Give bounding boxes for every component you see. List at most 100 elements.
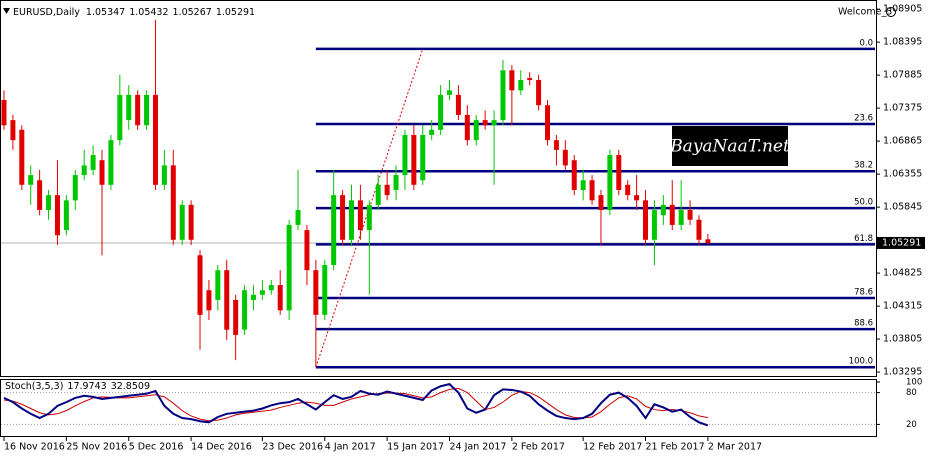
candle-body	[224, 270, 230, 330]
candle-body	[188, 204, 194, 240]
x-tick-label: 14 Dec 2016	[191, 442, 252, 453]
corner-label: Welcome_3	[838, 7, 892, 18]
candle-body	[170, 165, 176, 240]
candle-body	[135, 94, 141, 126]
candle-body	[126, 94, 132, 121]
candle-body	[108, 140, 114, 185]
indicator-label: Stoch(3,5,3) 17.9743 32.8509	[5, 381, 150, 392]
y-tick-label: 1.04315	[883, 301, 922, 312]
candle-body	[340, 195, 346, 240]
candle-body	[99, 160, 105, 185]
candle-body	[491, 120, 497, 126]
stoch-pane-frame	[0, 379, 877, 437]
candle-body	[90, 155, 96, 170]
symbol-menu-icon	[3, 8, 10, 14]
candle-body	[634, 195, 640, 201]
candle-body	[696, 219, 702, 240]
candle-body	[678, 210, 684, 225]
candle-body	[580, 180, 586, 190]
watermark: BayaNaaT.net	[669, 137, 790, 157]
candle-body	[518, 79, 524, 91]
fib-label: 23.6	[854, 113, 873, 123]
candle-body	[473, 120, 479, 141]
x-tick-label: 2 Feb 2017	[512, 442, 565, 453]
candle-body	[259, 290, 265, 295]
y-tick-label: 1.07885	[883, 70, 922, 81]
x-tick-label: 24 Jan 2017	[450, 442, 507, 453]
candle-body	[28, 175, 34, 185]
y-tick-label: 1.07375	[883, 103, 922, 114]
y-tick-label: 1.03805	[883, 334, 922, 345]
candle-body	[72, 175, 78, 201]
candle-body	[313, 270, 319, 315]
candle-body	[54, 195, 60, 236]
last-price-label: 1.05291	[882, 237, 921, 248]
y-tick-label: 1.06865	[883, 136, 922, 147]
candle-body	[607, 155, 613, 211]
candle-body	[19, 129, 25, 185]
candle-body	[37, 180, 43, 211]
candle-body	[161, 165, 167, 185]
x-tick-label: 23 Dec 2016	[262, 442, 323, 453]
candle-body	[233, 299, 239, 335]
fib-label: 0.0	[859, 38, 873, 48]
candle-body	[277, 285, 283, 311]
candle-body	[402, 134, 408, 176]
stoch-line	[3, 387, 708, 422]
y-tick-label: 1.03295	[883, 367, 922, 378]
candle-body	[545, 105, 551, 141]
fib-label: 78.6	[854, 288, 873, 298]
candle-body	[366, 204, 372, 231]
x-tick-label: 5 Dec 2016	[129, 442, 184, 453]
candle-body	[206, 290, 212, 311]
fib-label: 38.2	[854, 161, 873, 171]
main-pane-frame	[0, 0, 877, 377]
x-tick-label: 15 Jan 2017	[387, 442, 444, 453]
fib-label: 50.0	[854, 198, 873, 208]
indicator-title: Stoch(3,5,3)	[5, 381, 63, 392]
candle-body	[393, 175, 399, 190]
x-tick-label: 2 Mar 2017	[708, 442, 762, 453]
candle-body	[63, 200, 69, 231]
fib-label: 100.0	[849, 357, 873, 367]
candle-body	[571, 160, 577, 190]
candle-body	[616, 155, 622, 190]
candle-body	[589, 180, 595, 201]
candle-body	[1, 100, 7, 126]
header-open: 1.05347	[86, 7, 125, 18]
candle-body	[562, 149, 568, 166]
header-high: 1.05432	[129, 7, 168, 18]
candle-body	[215, 270, 221, 300]
candle-body	[197, 255, 203, 315]
candle-body	[144, 94, 150, 126]
x-tick-label: 12 Feb 2017	[583, 442, 642, 453]
chart-header: EURUSD,Daily 1.05347 1.05432 1.05267 1.05291	[13, 7, 255, 18]
fib-label: 88.6	[854, 319, 873, 329]
candle-body	[527, 78, 533, 80]
candle-body	[357, 200, 363, 231]
candle-body	[304, 230, 310, 271]
fib-label: 61.8	[854, 234, 873, 244]
indicator-value: 17.9743	[67, 381, 106, 392]
candle-body	[455, 94, 461, 115]
watermark-box	[672, 126, 788, 166]
candle-body	[384, 184, 390, 196]
account-icon	[886, 7, 896, 17]
header-low: 1.05267	[173, 7, 212, 18]
candle-body	[295, 210, 301, 225]
candle-body	[687, 210, 693, 220]
candle-body	[482, 120, 488, 126]
last-price-tag	[877, 236, 925, 249]
x-tick-label: 25 Nov 2016	[66, 442, 127, 453]
candle-body	[625, 184, 631, 196]
candle-body	[643, 200, 649, 240]
candle-body	[242, 290, 248, 330]
x-tick-label: 16 Nov 2016	[4, 442, 65, 453]
candle-body	[509, 70, 515, 91]
candle-body	[447, 90, 452, 95]
candle-body	[429, 129, 435, 135]
candle-body	[10, 120, 16, 141]
candle-body	[268, 285, 274, 291]
